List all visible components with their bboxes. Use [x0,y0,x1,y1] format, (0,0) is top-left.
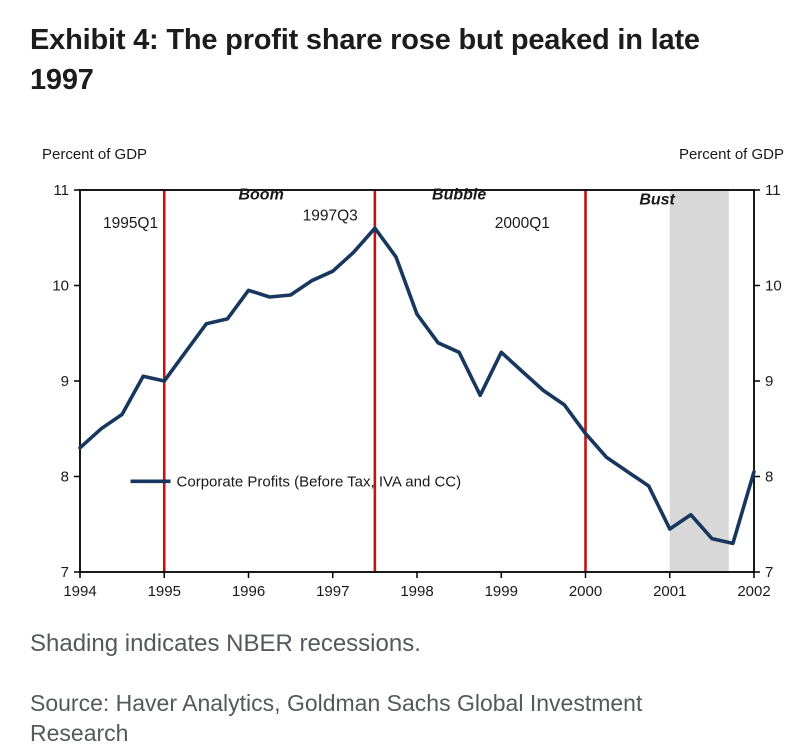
legend-label: Corporate Profits (Before Tax, IVA and C… [177,473,462,490]
left-axis-title: Percent of GDP [42,146,148,164]
axis-headers: Percent of GDP Percent of GDP [30,146,790,163]
y-tick-label-left: 7 [61,564,69,581]
chart-note: Shading indicates NBER recessions. [30,630,421,658]
plot-frame [79,189,755,573]
annotation-bust: Bust [639,191,675,208]
y-tick-label-right: 8 [765,469,773,486]
annotation-1995q1: 1995Q1 [103,215,158,232]
chart-section: Percent of GDP Percent of GDP 7 7 8 8 9 9 10 10… [30,146,784,610]
y-tick-label-right: 11 [765,182,781,199]
y-tick-label-left: 10 [52,278,69,295]
x-tick-label: 1999 [485,583,518,600]
y-tick-label-left: 9 [61,373,69,390]
x-tick-label: 2002 [737,583,770,600]
x-tick-label: 2000 [569,583,602,600]
profit-share-chart: 7 7 8 8 9 9 10 10 11 11 1994 1995 1996 1997 1998 1999 20… [52,182,782,600]
y-tick-label-right: 9 [765,373,773,390]
recession-shading [669,190,729,573]
exhibit-title: Exhibit 4: The profit share rose but pea… [30,20,765,100]
x-tick-label: 2001 [653,583,686,600]
y-tick-label-right: 7 [765,564,773,581]
y-tick-label-right: 10 [765,278,782,295]
annotation-1997q3: 1997Q3 [303,208,358,225]
y-tick-label-left: 8 [61,469,69,486]
right-axis-title: Percent of GDP [678,146,784,164]
annotation-boom: Boom [238,187,283,204]
annotation-bubble: Bubble [432,187,486,204]
x-tick-label: 1996 [232,583,265,600]
x-tick-label: 1994 [63,583,96,600]
x-tick-label: 1998 [400,583,433,600]
x-tick-label: 1995 [148,583,181,600]
profit-share-line [78,226,756,546]
annotation-2000q1: 2000Q1 [495,215,550,232]
x-tick-label: 1997 [316,583,349,600]
exhibit-title-text: Exhibit 4: The profit share rose but pea… [30,24,700,97]
source-note: Source: Haver Analytics, Goldman Sachs G… [30,690,643,747]
y-tick-label-left: 11 [53,182,69,199]
